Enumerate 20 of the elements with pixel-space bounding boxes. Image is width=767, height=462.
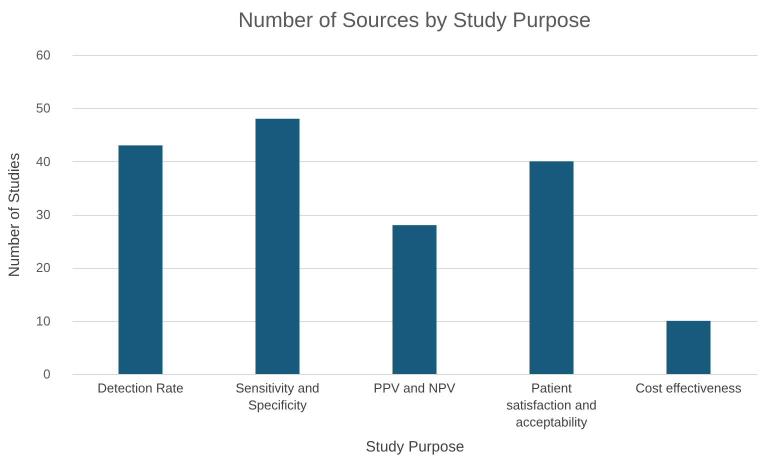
bar (392, 225, 436, 374)
x-tick-label: Detection Rate (98, 380, 184, 396)
x-axis-title: Study Purpose (366, 438, 464, 456)
bar (530, 161, 574, 374)
chart-title: Number of Sources by Study Purpose (238, 9, 591, 32)
y-tick-label: 20 (36, 260, 50, 276)
bar (666, 320, 710, 374)
bar (118, 145, 162, 374)
y-tick-label: 10 (36, 313, 50, 328)
y-tick-label: 60 (36, 48, 50, 62)
y-tick-label: 30 (36, 207, 50, 222)
y-tick-label: 50 (36, 100, 50, 116)
y-tick-label: 0 (43, 366, 50, 382)
bar (256, 118, 300, 374)
y-tick-label: 40 (36, 154, 50, 169)
x-tick-label: PPV and NPV (374, 380, 456, 396)
y-axis-title: Number of Studies (6, 152, 24, 278)
x-tick-label: Patient satisfaction and acceptability (506, 380, 597, 430)
x-tick-label: Cost effectiveness (636, 380, 742, 396)
x-tick-label: Sensitivity and Specificity (236, 380, 320, 412)
